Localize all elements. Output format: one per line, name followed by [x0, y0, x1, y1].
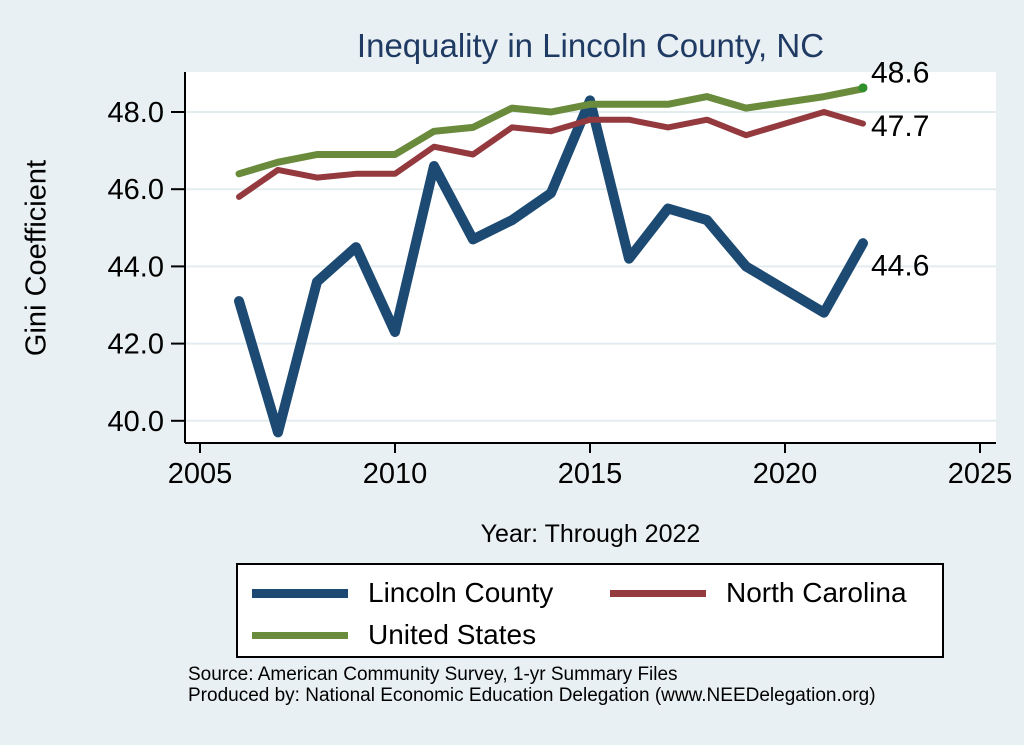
y-tick-label-44.0: 44.0	[108, 251, 164, 283]
y-tick-label-46.0: 46.0	[108, 174, 164, 206]
series-line-lincoln-county	[234, 95, 868, 438]
legend-label-north-carolina: North Carolina	[726, 577, 907, 608]
footer-notes: Source: American Community Survey, 1-yr …	[188, 664, 876, 706]
end-label-lincoln-county: 44.6	[871, 250, 929, 283]
chart-plot-svg: 40.0 42.0 44.0 46.0 48.0 2005 2010 2015 2020 2025…	[108, 56, 1013, 490]
y-tick-label-42.0: 42.0	[108, 329, 164, 361]
x-tick-label-2005: 2005	[168, 458, 233, 490]
footer-producer-line: Produced by: National Economic Education…	[188, 685, 876, 706]
chart-title: Inequality in Lincoln County, NC	[356, 27, 825, 64]
end-label-united-states: 48.6	[871, 56, 929, 89]
legend-item-lincoln-county: Lincoln County	[252, 573, 553, 613]
end-label-north-carolina: 47.7	[871, 110, 929, 143]
x-tick-label-2010: 2010	[363, 458, 428, 490]
y-axis-title: Gini Coefficient	[20, 159, 53, 357]
footer-source-line: Source: American Community Survey, 1-yr …	[188, 664, 678, 685]
x-tick-label-2025: 2025	[948, 458, 1013, 490]
x-tick-label-2020: 2020	[753, 458, 818, 490]
legend-label-united-states: United States	[368, 619, 537, 650]
x-axis-title: Year: Through 2022	[480, 520, 701, 548]
end-marker-united-states	[858, 83, 868, 93]
legend: Lincoln County North Carolina United Sta…	[236, 563, 944, 658]
legend-item-north-carolina: North Carolina	[610, 573, 907, 613]
legend-swatch-united-states	[252, 631, 348, 639]
series-line-north-carolina	[236, 109, 866, 200]
legend-swatch-north-carolina	[610, 589, 706, 597]
legend-label-lincoln-county: Lincoln County	[368, 577, 554, 608]
x-tick-label-2015: 2015	[558, 458, 623, 490]
y-tick-label-48.0: 48.0	[108, 97, 164, 129]
legend-swatch-lincoln-county	[252, 588, 348, 598]
legend-item-united-states: United States	[252, 615, 536, 655]
plot-area	[185, 72, 996, 443]
y-tick-label-40.0: 40.0	[108, 406, 164, 438]
series-line-united-states	[235, 85, 867, 178]
